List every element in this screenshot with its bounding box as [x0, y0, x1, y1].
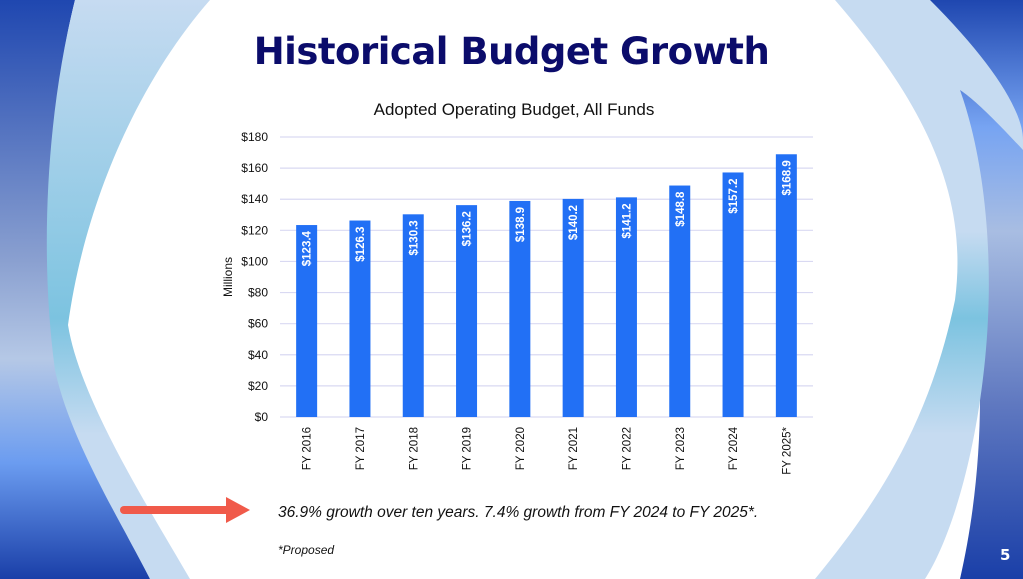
growth-caption: 36.9% growth over ten years. 7.4% growth… [278, 504, 759, 521]
bar-data-label: $138.9 [515, 207, 527, 242]
bar [349, 220, 371, 417]
right-arrow-icon [120, 497, 250, 523]
bar-data-label: $130.3 [408, 220, 420, 255]
bar [402, 214, 424, 417]
bar-data-label: $157.2 [728, 178, 740, 213]
x-tick-label: FY 2017 [355, 427, 367, 470]
bar-data-label: $168.9 [781, 160, 793, 195]
y-tick-label: $20 [248, 379, 268, 393]
bar-data-label: $141.2 [621, 203, 633, 238]
bar [456, 205, 478, 417]
bar [775, 154, 797, 417]
y-tick-label: $40 [248, 348, 268, 362]
bar-data-label: $123.4 [302, 230, 314, 266]
x-tick-label: FY 2023 [675, 427, 687, 470]
bar-data-label: $140.2 [568, 205, 580, 240]
bar [615, 197, 637, 417]
bar-data-label: $126.3 [355, 227, 367, 262]
left-swoosh-light [46, 0, 210, 579]
y-tick-label: $180 [241, 130, 268, 144]
y-tick-label: $140 [241, 192, 268, 206]
bar [722, 172, 744, 417]
bar [669, 185, 691, 417]
x-tick-label: FY 2021 [568, 427, 580, 470]
x-tick-label: FY 2019 [462, 427, 474, 470]
bar [296, 225, 318, 417]
footnote: *Proposed [278, 543, 335, 557]
y-tick-label: $60 [248, 317, 268, 331]
chart-title: Adopted Operating Budget, All Funds [374, 100, 655, 119]
y-axis-label: Millions [221, 257, 235, 297]
y-tick-label: $160 [241, 161, 268, 175]
bar-data-label: $148.8 [675, 191, 687, 227]
y-tick-label: $100 [241, 254, 268, 268]
x-tick-label: FY 2016 [302, 427, 314, 470]
x-tick-label: FY 2020 [515, 427, 527, 470]
x-tick-label: FY 2024 [728, 426, 740, 470]
bar [509, 200, 531, 417]
x-tick-label: FY 2025* [781, 426, 793, 474]
x-tick-label: FY 2018 [408, 427, 420, 470]
y-tick-label: $120 [241, 223, 268, 237]
bar-data-label: $136.2 [462, 211, 474, 246]
slide-title: Historical Budget Growth [253, 30, 770, 73]
y-tick-label: $0 [255, 410, 269, 424]
page-number: 5 [1000, 546, 1011, 564]
left-swoosh-dark [0, 0, 150, 579]
x-tick-label: FY 2022 [621, 427, 633, 470]
y-tick-label: $80 [248, 286, 268, 300]
bar [562, 198, 584, 417]
